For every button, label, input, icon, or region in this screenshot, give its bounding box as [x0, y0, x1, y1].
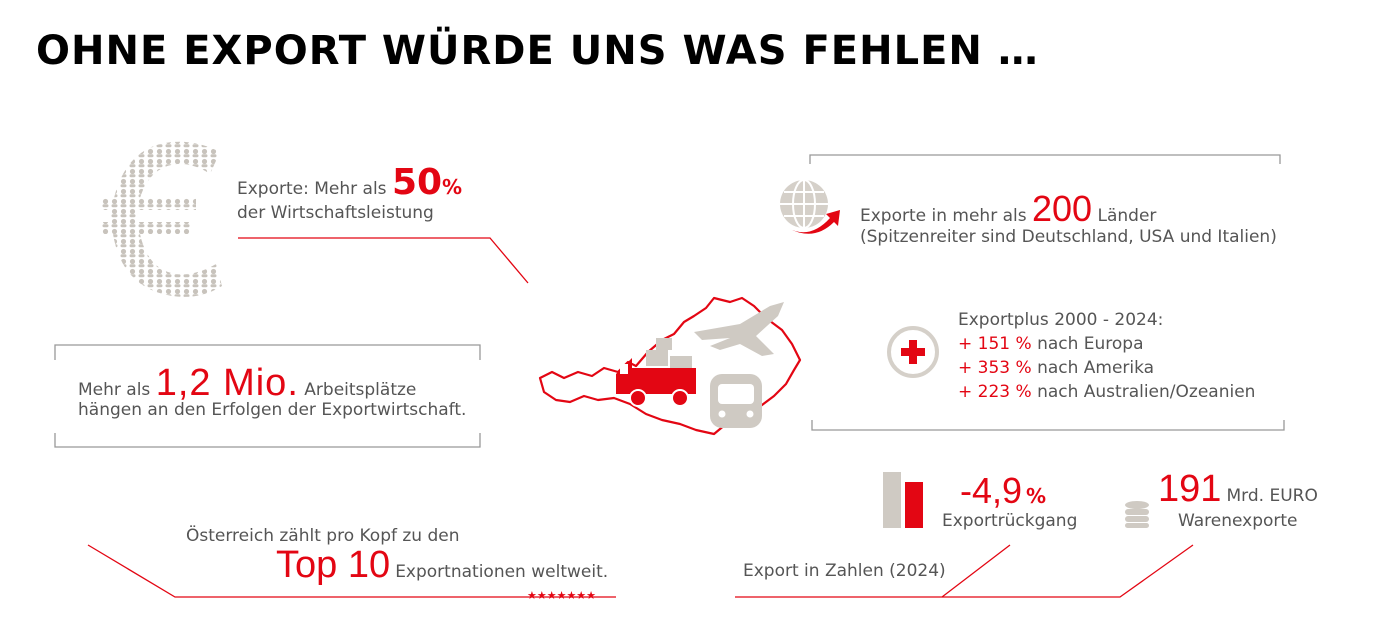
- decline-value: -4,9: [960, 470, 1023, 511]
- jobs-prefix: Mehr als: [78, 380, 151, 400]
- exports-share-unit: %: [442, 175, 463, 199]
- austria-outline: [538, 296, 802, 436]
- decline-unit: %: [1026, 484, 1047, 508]
- bar-chart-icon: [883, 472, 923, 528]
- countries-line2: (Spitzenreiter sind Deutschland, USA und…: [860, 227, 1277, 247]
- countries-prefix: Exporte in mehr als: [860, 206, 1027, 226]
- decline-label: Exportrückgang: [942, 511, 1078, 531]
- goods-value: 191: [1158, 468, 1222, 510]
- export-plus-region: nach Amerika: [1037, 358, 1155, 378]
- plane-icon: [694, 302, 784, 356]
- top10-value: Top 10: [276, 544, 391, 586]
- plus-icon: [887, 326, 939, 378]
- exports-share-suffix: der Wirtschaftsleistung: [237, 203, 434, 223]
- export-plus-list: Exportplus 2000 - 2024: + 151 % nach Eur…: [958, 308, 1255, 404]
- exports-share-value: 50: [391, 162, 443, 203]
- countries-value: 200: [1032, 188, 1093, 229]
- goods-unit: Mrd. EURO: [1226, 486, 1318, 506]
- export-plus-value: + 223 %: [958, 382, 1032, 402]
- goods-figure: 191 Mrd. EURO: [1158, 468, 1318, 511]
- goods-label: Warenexporte: [1178, 511, 1298, 531]
- top10-line1: Österreich zählt pro Kopf zu den: [186, 526, 460, 546]
- jobs-line2: hängen an den Erfolgen der Exportwirtsch…: [78, 400, 467, 420]
- austria-map-illustration: [538, 296, 802, 436]
- export-plus-region: nach Europa: [1037, 334, 1144, 354]
- jobs-suffix: Arbeitsplätze: [304, 380, 417, 400]
- jobs-text: Mehr als 1,2 Mio. Arbeitsplätze: [78, 362, 416, 405]
- countries-suffix: Länder: [1097, 206, 1157, 226]
- coin-stack-icon: [1125, 501, 1149, 528]
- stars-rating: ★★★★★★★: [527, 589, 597, 602]
- truck-icon: [616, 338, 696, 407]
- countries-text: Exporte in mehr als 200 Länder: [860, 188, 1156, 230]
- list-item: + 223 % nach Australien/Ozeanien: [958, 380, 1255, 404]
- euro-icon: [100, 141, 222, 297]
- jobs-value: 1,2 Mio.: [155, 362, 299, 404]
- figures-label: Export in Zahlen (2024): [743, 561, 946, 581]
- export-plus-region: nach Australien/Ozeanien: [1037, 382, 1256, 402]
- export-plus-value: + 151 %: [958, 334, 1032, 354]
- list-item: + 353 % nach Amerika: [958, 356, 1255, 380]
- top10-text: Top 10 Exportnationen weltweit.: [276, 544, 608, 587]
- globe-icon: [780, 179, 840, 234]
- exports-share-text: Exporte: Mehr als 50%: [237, 162, 462, 203]
- export-plus-heading: Exportplus 2000 - 2024:: [958, 310, 1164, 330]
- export-plus-value: + 353 %: [958, 358, 1032, 378]
- page-title: OHNE EXPORT WÜRDE UNS WAS FEHLEN …: [36, 28, 1039, 74]
- exports-share-prefix: Exporte: Mehr als: [237, 179, 387, 199]
- list-item: + 151 % nach Europa: [958, 332, 1255, 356]
- train-icon: [710, 374, 762, 428]
- top10-suffix: Exportnationen weltweit.: [395, 562, 609, 582]
- decline-figure: -4,9%: [960, 470, 1046, 512]
